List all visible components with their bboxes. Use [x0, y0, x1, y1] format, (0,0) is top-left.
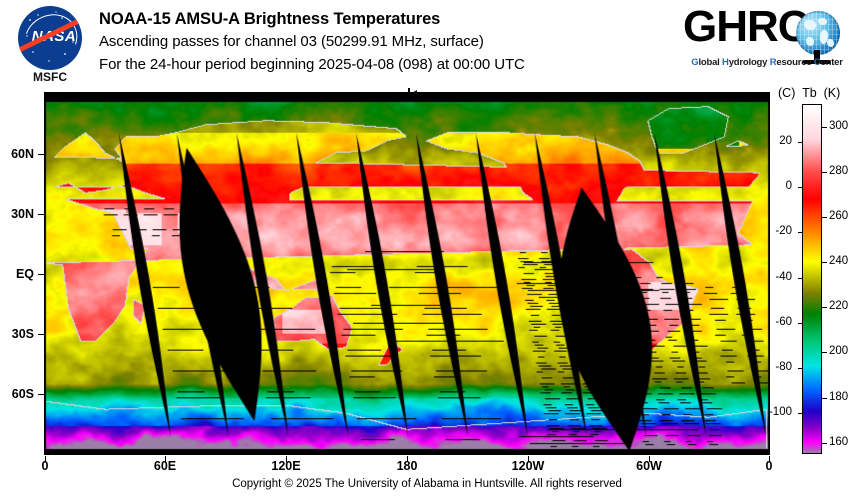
- page-subtitle-period: For the 24-hour period beginning 2025-04…: [99, 56, 525, 73]
- colorbar-celsius-label: -40: [775, 270, 792, 283]
- colorbar-kelvin-label: 200: [829, 345, 849, 358]
- brightness-temperature-map[interactable]: [44, 92, 770, 455]
- x-tick-0: [45, 456, 46, 462]
- colorbar-celsius-tick: [798, 277, 803, 279]
- x-tick-120e: [286, 456, 287, 462]
- y-label-30s: 30S: [11, 327, 34, 341]
- colorbar-kelvin-tick: [822, 352, 827, 354]
- colorbar-celsius-label: -80: [775, 360, 792, 373]
- colorbar-gradient: [803, 105, 821, 453]
- x-label-120w: 120W: [511, 459, 545, 473]
- y-label-eq: EQ: [15, 267, 34, 281]
- x-label-120e: 120E: [271, 459, 301, 473]
- colorbar-celsius-tick: [798, 187, 803, 189]
- copyright-notice: Copyright © 2025 The University of Alaba…: [232, 478, 622, 490]
- globe-base-icon: [803, 60, 831, 64]
- colorbar-celsius-tick: [798, 232, 803, 234]
- x-tick-60w: [649, 456, 650, 462]
- colorbar-kelvin-label: 240: [829, 255, 849, 268]
- x-label-60w: 60W: [636, 459, 662, 473]
- colorbar-celsius-label: -20: [775, 225, 792, 238]
- colorbar-celsius-label: 20: [779, 135, 792, 148]
- x-tick-120w: [528, 456, 529, 462]
- colorbar-kelvin-tick: [822, 397, 827, 399]
- x-label-60e: 60E: [153, 459, 177, 473]
- colorbar-kelvin-tick: [822, 442, 827, 444]
- x-tick-360: [769, 456, 770, 462]
- x-label-360: 0: [765, 459, 773, 473]
- colorbar-celsius-label: -100: [768, 406, 792, 419]
- colorbar-kelvin-label: 220: [829, 300, 849, 313]
- colorbar-header: (C) Tb (K): [778, 86, 841, 100]
- x-tick-60e: [165, 456, 166, 462]
- map-data-canvas: [45, 93, 769, 454]
- colorbar-celsius-tick: [798, 322, 803, 324]
- nasa-meatball-icon: NASA: [18, 6, 82, 70]
- ghrc-logo: GHRC Global Hydrology Resource Center: [683, 4, 848, 76]
- colorbar-kelvin-tick: [822, 216, 827, 218]
- colorbar-kelvin-label: 260: [829, 209, 849, 222]
- x-tick-180: [407, 456, 408, 462]
- y-tick-60s: [38, 394, 44, 395]
- colorbar-celsius-label: 0: [785, 180, 792, 193]
- title-block: NOAA-15 AMSU-A Brightness Temperatures A…: [99, 8, 659, 76]
- globe-stand-icon: [814, 50, 820, 62]
- colorbar-kelvin-tick: [822, 307, 827, 309]
- colorbar-kelvin-tick: [822, 126, 827, 128]
- colorbar-kelvin-label: 160: [829, 435, 849, 448]
- colorbar-kelvin-tick: [822, 171, 827, 173]
- ghrc-tagline: Global Hydrology Resource Center: [691, 57, 843, 68]
- ghrc-wordmark: GHRC: [683, 2, 810, 51]
- y-tick-30s: [38, 334, 44, 335]
- colorbar-celsius-tick: [798, 142, 803, 144]
- colorbar-kelvin-tick: [822, 262, 827, 264]
- page-title: NOAA-15 AMSU-A Brightness Temperatures: [99, 10, 441, 28]
- colorbar-kelvin-label: 300: [829, 119, 849, 132]
- ascending-node-arrow-icon: [408, 88, 444, 100]
- colorbar-kelvin-label: 280: [829, 164, 849, 177]
- y-tick-eq: [38, 274, 44, 275]
- y-tick-30n: [38, 214, 44, 215]
- colorbar-celsius-tick: [798, 413, 803, 415]
- y-label-30n: 30N: [11, 207, 34, 221]
- globe-icon: [796, 11, 840, 55]
- temperature-colorbar[interactable]: [802, 104, 822, 454]
- nasa-center-label: MSFC: [33, 70, 67, 84]
- colorbar-kelvin-label: 180: [829, 390, 849, 403]
- y-tick-60n: [38, 154, 44, 155]
- y-label-60s: 60S: [11, 387, 34, 401]
- colorbar-celsius-label: -60: [775, 315, 792, 328]
- colorbar-celsius-tick: [798, 367, 803, 369]
- y-label-60n: 60N: [11, 147, 34, 161]
- x-label-180: 180: [396, 459, 418, 473]
- page-subtitle-channel: Ascending passes for channel 03 (50299.9…: [99, 33, 484, 50]
- nasa-logo: NASA MSFC: [14, 6, 86, 84]
- x-label-0: 0: [41, 459, 49, 473]
